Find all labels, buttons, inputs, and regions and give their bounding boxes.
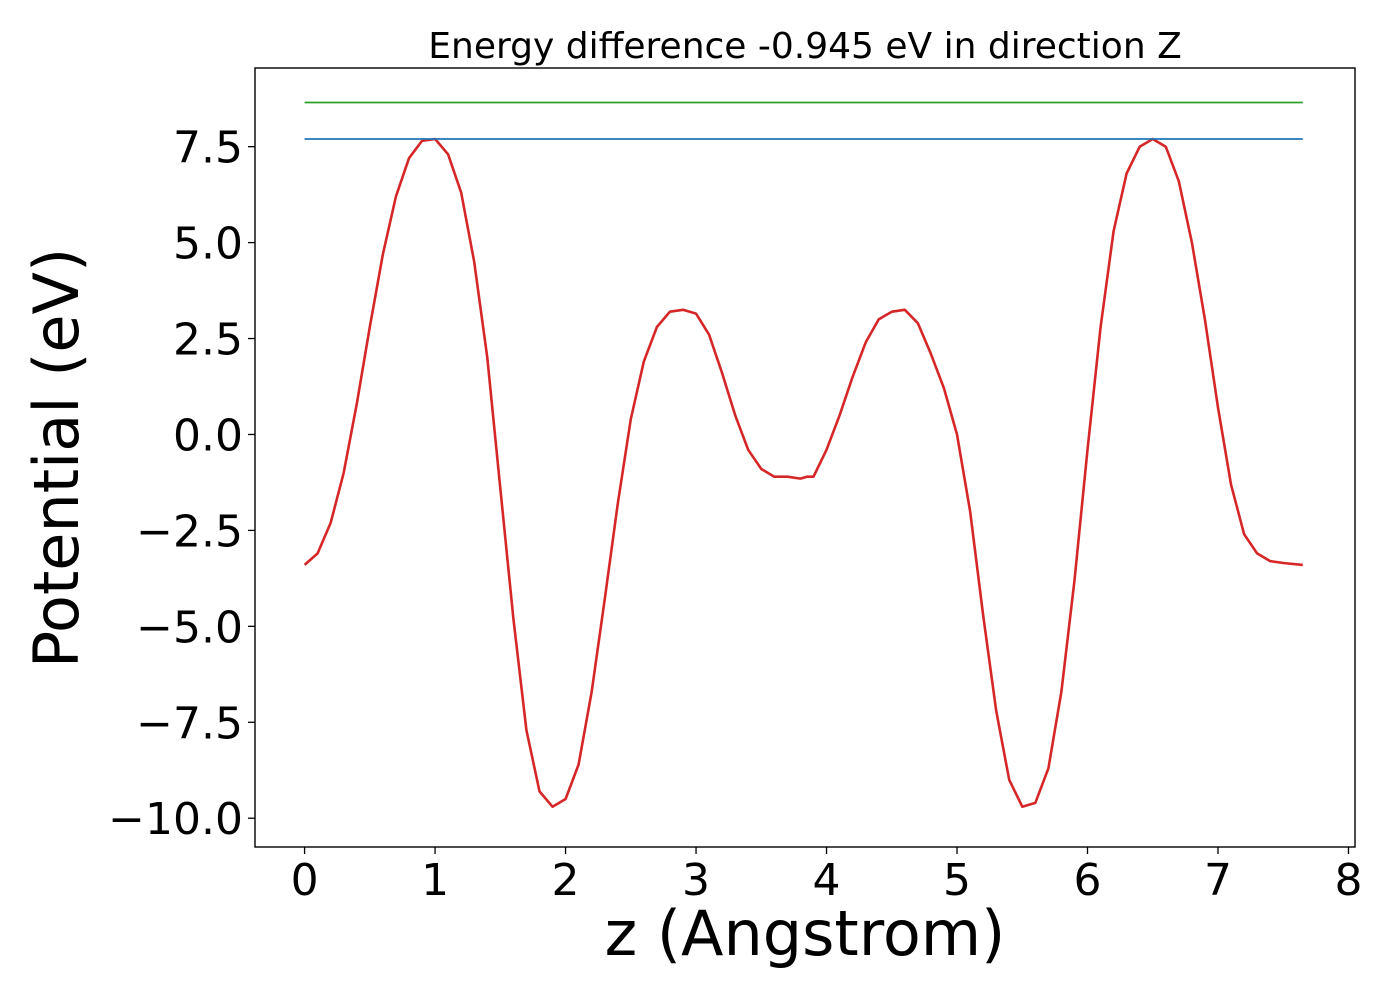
y-tick-label: −7.5 xyxy=(136,698,243,749)
x-tick-label: 0 xyxy=(291,855,319,906)
axes-frame xyxy=(254,67,1356,848)
x-tick-label: 8 xyxy=(1334,855,1362,906)
y-tick-label: 0.0 xyxy=(173,410,243,461)
y-tick-label: −5.0 xyxy=(136,602,243,653)
x-tick-label: 2 xyxy=(552,855,580,906)
chart-title: Energy difference -0.945 eV in direction… xyxy=(428,26,1182,67)
x-tick-label: 3 xyxy=(682,855,710,906)
x-axis-title: z (Angstrom) xyxy=(605,897,1006,970)
x-tick-label: 4 xyxy=(813,855,841,906)
potential-curve-line xyxy=(303,137,1303,809)
y-tick-label: 2.5 xyxy=(173,315,243,366)
y-tick-label: 7.5 xyxy=(173,123,243,174)
axis-ticks: 0 1 2 3 4 5 6 7 8 7.5 5.0 2.5 0.0 −2.5 −5.0 −7.5 −10.0 xyxy=(108,123,1362,906)
y-axis-title: Potential (eV) xyxy=(20,248,93,668)
y-tick-label: −2.5 xyxy=(136,506,243,557)
x-tick-label: 5 xyxy=(943,855,971,906)
x-tick-label: 7 xyxy=(1204,855,1232,906)
x-tick-label: 1 xyxy=(421,855,449,906)
y-tick-label: −10.0 xyxy=(108,794,243,845)
x-tick-label: 6 xyxy=(1074,855,1102,906)
y-tick-label: 5.0 xyxy=(173,219,243,270)
plot-area xyxy=(303,101,1303,809)
